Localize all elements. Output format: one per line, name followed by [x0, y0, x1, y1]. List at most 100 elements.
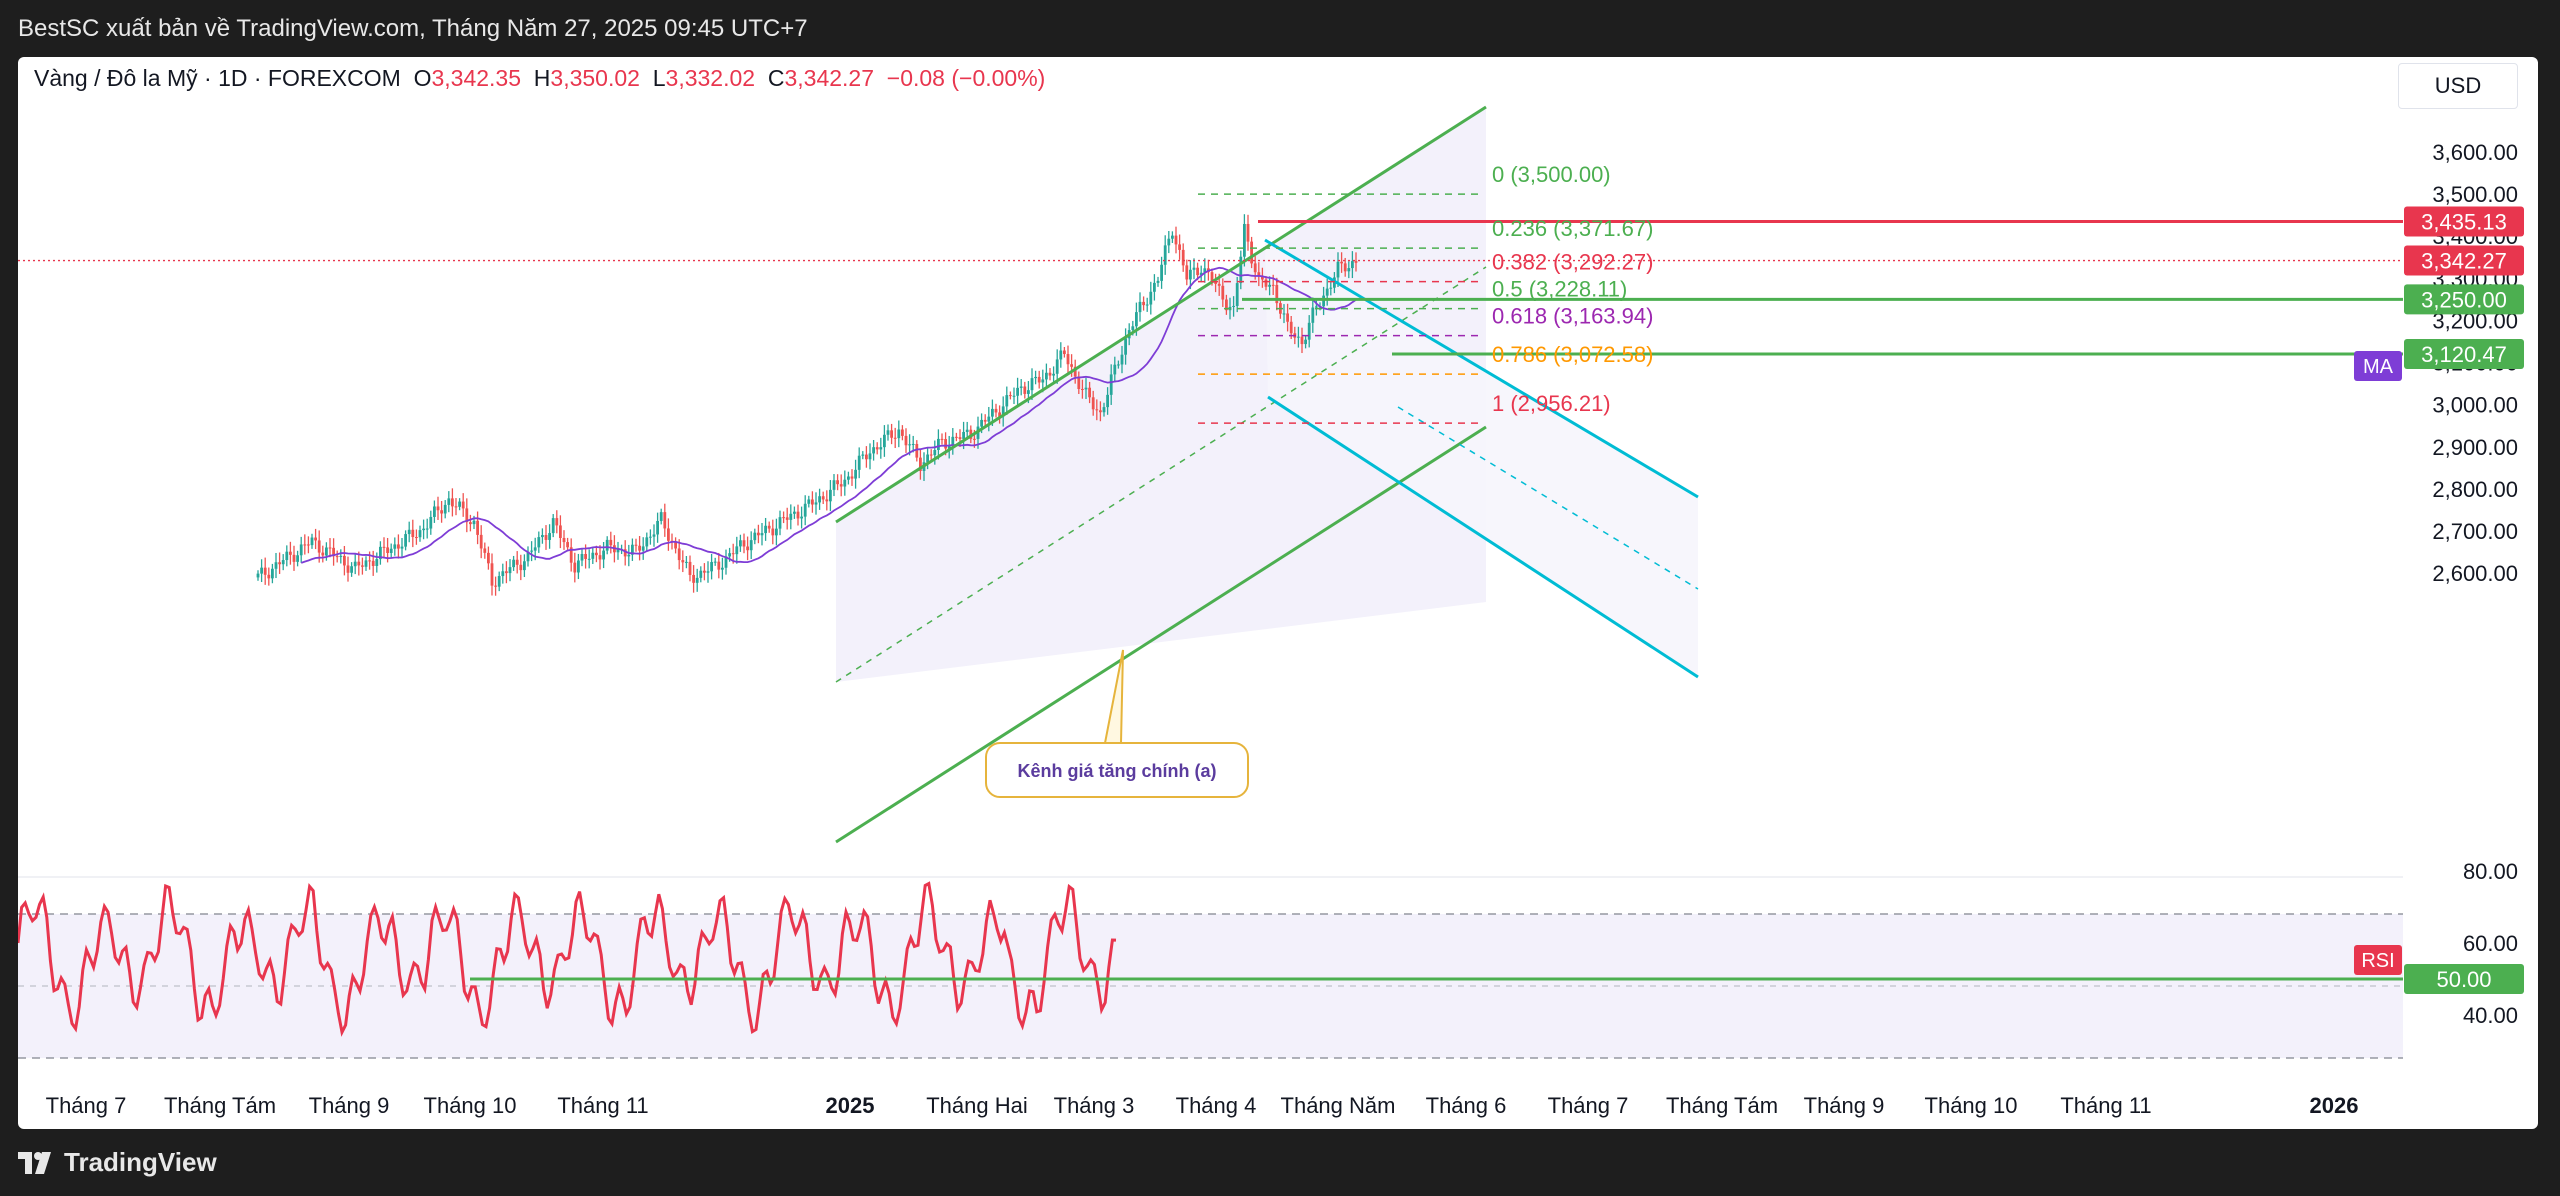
candle-body [393, 544, 397, 549]
candle-body [785, 517, 789, 520]
ma-badge[interactable]: MA [2354, 351, 2402, 381]
candle-body [947, 445, 951, 449]
price-tag-label: 3,120.47 [2421, 342, 2507, 367]
rsi-tick-label: 60.00 [2463, 931, 2518, 956]
candle-body [1286, 313, 1289, 322]
price-tag[interactable] [2404, 206, 2524, 237]
candle-body [731, 553, 735, 555]
candle-body [749, 540, 753, 551]
candle-body [1052, 373, 1055, 376]
candle-body [699, 570, 703, 578]
candle-body [1167, 238, 1171, 246]
candle-body [767, 525, 771, 529]
candle-body [1016, 387, 1019, 396]
candle-body [404, 534, 407, 547]
rsi-badge[interactable]: RSI [2354, 945, 2402, 975]
chart-canvas[interactable]: 0 (3,500.00) 0.236 (3,371.67) 0.382 (3,292… [18, 57, 2538, 1129]
candle-body [1070, 364, 1073, 367]
candle-body [1300, 336, 1304, 345]
candle-body [803, 503, 807, 517]
open-value: 3,342.35 [431, 65, 522, 91]
candle-body [1095, 409, 1099, 411]
rsi-tag[interactable] [2404, 964, 2524, 994]
fib-label: 0.5 (3,228.11) [1492, 277, 1627, 302]
candle-body [1304, 339, 1307, 345]
open-label: O [413, 65, 432, 91]
candle-body [339, 555, 343, 557]
candle-body [753, 532, 757, 541]
rsi-badge-label: RSI [2361, 950, 2394, 972]
candle-body [1113, 364, 1117, 375]
tradingview-logo[interactable]: TradingView [18, 1147, 217, 1178]
candle-body [1235, 283, 1239, 306]
candle-body [285, 551, 289, 561]
candle-body [973, 438, 976, 440]
symbol-legend[interactable]: Vàng / Đô la Mỹ · 1D · FOREXCOM O3,342.3… [34, 65, 1045, 92]
candle-body [692, 574, 695, 583]
candle-body [688, 561, 692, 575]
fib-label: 0.382 (3,292.27) [1492, 250, 1653, 275]
candle-body [807, 499, 811, 504]
price-tag[interactable] [2404, 245, 2524, 276]
candle-body [958, 437, 962, 439]
candle-body [494, 585, 497, 587]
candle-body [667, 528, 670, 541]
chart-panel[interactable]: 0 (3,500.00) 0.236 (3,371.67) 0.382 (3,292… [18, 57, 2538, 1129]
candle-body [310, 537, 314, 546]
candle-body [1261, 276, 1264, 280]
candle-body [825, 499, 829, 502]
candle-body [1045, 372, 1048, 380]
candle-body [875, 447, 879, 450]
time-axis-label: Tháng 7 [46, 1093, 127, 1118]
candle-body [710, 562, 713, 572]
candle-body [1221, 285, 1225, 300]
candle-body [728, 553, 731, 557]
candle-body [663, 512, 667, 529]
candle-body [436, 506, 440, 511]
candle-body [955, 436, 958, 438]
candle-body [616, 549, 620, 553]
candle-body [994, 408, 998, 413]
candle-body [544, 535, 548, 540]
candle-body [418, 530, 422, 538]
candle-body [281, 560, 285, 565]
candle-body [454, 506, 458, 508]
candle-body [890, 430, 893, 438]
annotation-callout[interactable]: Kênh giá tăng chính (a) [985, 649, 1249, 798]
price-tag[interactable] [2404, 284, 2524, 315]
price-tag[interactable] [2404, 338, 2524, 369]
candle-body [577, 560, 580, 573]
annotation-box [985, 742, 1249, 798]
candle-body [1156, 280, 1160, 283]
candle-body [1347, 268, 1351, 272]
candle-body [865, 454, 868, 460]
rsi-line [18, 881, 1117, 1037]
candle-body [987, 416, 991, 422]
currency-button[interactable]: USD [2398, 63, 2518, 109]
candle-body [1088, 387, 1091, 398]
down-channel-upper [1264, 238, 1699, 499]
candle-body [1232, 305, 1235, 307]
candle-body [343, 555, 346, 566]
time-axis-label: Tháng 3 [1054, 1093, 1135, 1118]
candle-body [1019, 386, 1023, 388]
time-axis-label: Tháng 10 [1925, 1093, 2018, 1118]
candle-body [382, 546, 386, 548]
candle-body [919, 457, 922, 471]
candle-body [695, 577, 699, 583]
up-channel-mid [835, 266, 1487, 683]
candle-body [944, 439, 947, 449]
candle-body [1030, 378, 1034, 391]
candle-body [829, 489, 832, 502]
ma-line [300, 266, 1357, 564]
candle-body [598, 555, 602, 560]
candle-body [886, 430, 890, 435]
candle-body [458, 501, 461, 507]
time-axis-label: Tháng 6 [1426, 1093, 1507, 1118]
candle-body [379, 546, 382, 560]
candle-body [775, 528, 778, 536]
candle-body [814, 502, 818, 505]
candle-body [1325, 288, 1329, 296]
candle-body [908, 444, 911, 446]
candle-body [893, 437, 897, 439]
